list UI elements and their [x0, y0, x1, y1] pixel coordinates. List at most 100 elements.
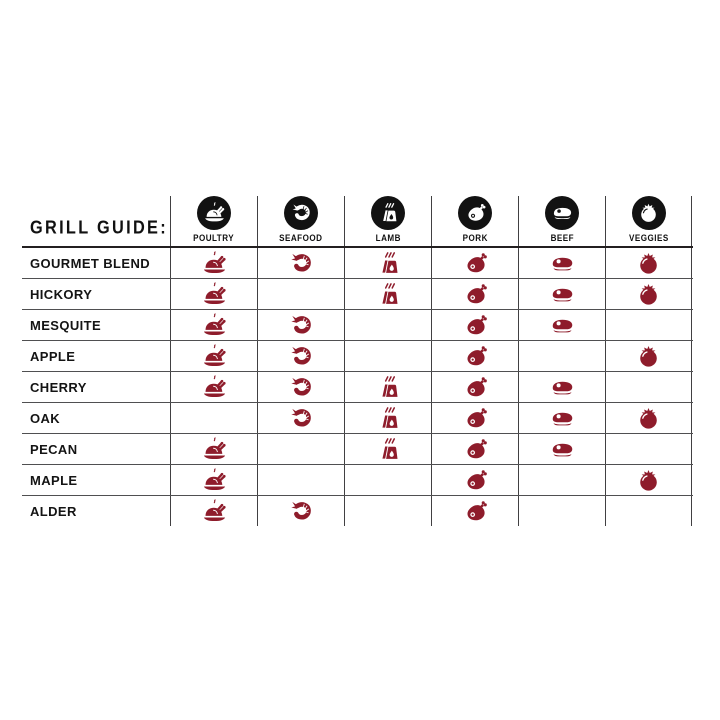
table-header-row: GRILL GUIDE: POULTRY SEAFOOD LAMB PORK BEEF V…	[22, 196, 693, 248]
cell-maple-pork	[431, 465, 518, 495]
steak-icon	[549, 282, 576, 307]
column-header-beef: BEEF	[518, 196, 605, 246]
lamb-ribs-icon	[375, 251, 402, 276]
shrimp-icon	[288, 251, 315, 276]
cell-mesquite-seafood	[257, 310, 344, 340]
cell-hickory-beef	[518, 279, 605, 309]
row-label: CHERRY	[30, 379, 87, 395]
turkey-icon	[201, 313, 228, 338]
lamb-ribs-icon	[375, 406, 402, 431]
ham-icon	[458, 196, 492, 230]
steak-icon	[549, 251, 576, 276]
cell-cherry-beef	[518, 372, 605, 402]
row-label: GOURMET BLEND	[30, 255, 151, 271]
cell-pecan-seafood	[257, 434, 344, 464]
column-label: BEEF	[550, 232, 574, 244]
cell-oak-lamb	[344, 403, 431, 433]
steak-icon	[549, 313, 576, 338]
cell-apple-veggies	[605, 341, 692, 371]
column-label: POULTRY	[193, 232, 235, 244]
grill-guide-table: GRILL GUIDE: POULTRY SEAFOOD LAMB PORK BEEF V…	[22, 196, 693, 526]
shrimp-icon	[288, 344, 315, 369]
ham-icon	[462, 468, 489, 493]
cell-maple-seafood	[257, 465, 344, 495]
column-header-seafood: SEAFOOD	[257, 196, 344, 246]
tomato-icon	[635, 251, 662, 276]
lamb-ribs-icon	[375, 437, 402, 462]
cell-maple-veggies	[605, 465, 692, 495]
cell-mesquite-veggies	[605, 310, 692, 340]
table-row: CHERRY	[22, 372, 693, 403]
cell-alder-pork	[431, 496, 518, 526]
ham-icon	[462, 251, 489, 276]
cell-gourmet-blend-pork	[431, 248, 518, 278]
cell-apple-lamb	[344, 341, 431, 371]
table-row: MAPLE	[22, 465, 693, 496]
cell-mesquite-beef	[518, 310, 605, 340]
cell-hickory-seafood	[257, 279, 344, 309]
tomato-icon	[635, 468, 662, 493]
turkey-icon	[201, 375, 228, 400]
column-header-veggies: VEGGIES	[605, 196, 692, 246]
steak-icon	[545, 196, 579, 230]
cell-oak-poultry	[170, 403, 257, 433]
cell-pecan-pork	[431, 434, 518, 464]
cell-oak-pork	[431, 403, 518, 433]
table-row: MESQUITE	[22, 310, 693, 341]
cell-mesquite-poultry	[170, 310, 257, 340]
table-row: HICKORY	[22, 279, 693, 310]
cell-hickory-pork	[431, 279, 518, 309]
steak-icon	[549, 437, 576, 462]
cell-pecan-beef	[518, 434, 605, 464]
lamb-ribs-icon	[371, 196, 405, 230]
row-label: PECAN	[30, 441, 78, 457]
cell-alder-lamb	[344, 496, 431, 526]
page-title: GRILL GUIDE:	[30, 217, 168, 238]
cell-gourmet-blend-beef	[518, 248, 605, 278]
column-label: SEAFOOD	[279, 232, 323, 244]
table-row: GOURMET BLEND	[22, 248, 693, 279]
cell-gourmet-blend-poultry	[170, 248, 257, 278]
ham-icon	[462, 437, 489, 462]
column-header-pork: PORK	[431, 196, 518, 246]
column-header-lamb: LAMB	[344, 196, 431, 246]
turkey-icon	[201, 251, 228, 276]
column-label: PORK	[462, 232, 488, 244]
shrimp-icon	[288, 313, 315, 338]
cell-cherry-lamb	[344, 372, 431, 402]
cell-maple-poultry	[170, 465, 257, 495]
lamb-ribs-icon	[375, 375, 402, 400]
column-header-poultry: POULTRY	[170, 196, 257, 246]
column-label: VEGGIES	[628, 232, 669, 244]
ham-icon	[462, 344, 489, 369]
row-label: OAK	[30, 410, 61, 426]
row-label: ALDER	[30, 503, 77, 519]
title-cell: GRILL GUIDE:	[22, 196, 170, 246]
tomato-icon	[635, 282, 662, 307]
row-label: APPLE	[30, 348, 76, 364]
cell-alder-beef	[518, 496, 605, 526]
table-row: APPLE	[22, 341, 693, 372]
ham-icon	[462, 375, 489, 400]
cell-oak-veggies	[605, 403, 692, 433]
row-label: MAPLE	[30, 472, 78, 488]
turkey-icon	[201, 344, 228, 369]
cell-cherry-pork	[431, 372, 518, 402]
shrimp-icon	[288, 406, 315, 431]
cell-cherry-veggies	[605, 372, 692, 402]
cell-mesquite-lamb	[344, 310, 431, 340]
cell-maple-lamb	[344, 465, 431, 495]
table-row: PECAN	[22, 434, 693, 465]
table-row: ALDER	[22, 496, 693, 526]
row-label: MESQUITE	[30, 317, 102, 333]
cell-oak-seafood	[257, 403, 344, 433]
shrimp-icon	[284, 196, 318, 230]
cell-pecan-lamb	[344, 434, 431, 464]
row-label: HICKORY	[30, 286, 93, 302]
cell-cherry-seafood	[257, 372, 344, 402]
cell-pecan-poultry	[170, 434, 257, 464]
cell-mesquite-pork	[431, 310, 518, 340]
tomato-icon	[635, 406, 662, 431]
cell-hickory-veggies	[605, 279, 692, 309]
